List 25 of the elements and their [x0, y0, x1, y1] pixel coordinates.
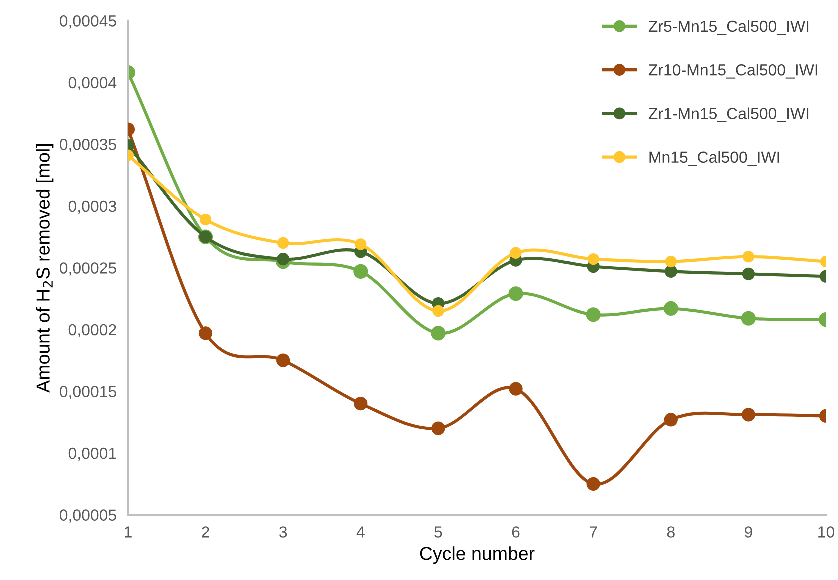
- y-tick-label: 0,00045: [60, 16, 116, 29]
- legend-label: Zr10-Mn15_Cal500_IWI: [648, 64, 818, 79]
- x-tick-label: 9: [745, 526, 752, 538]
- x-tick-label: 4: [356, 526, 365, 538]
- y-tick-label: 0,00035: [60, 139, 116, 152]
- x-tick-label: 6: [512, 526, 520, 538]
- y-tick-label: 0,0004: [68, 77, 117, 90]
- x-tick-label: 8: [667, 526, 675, 538]
- y-tick-label: 0,0003: [68, 200, 116, 214]
- x-tick-label: 3: [280, 526, 288, 538]
- y-tick-label: 0,0001: [68, 448, 116, 462]
- x-tick-label: 2: [202, 526, 210, 538]
- x-tick-label: 1: [124, 526, 132, 538]
- y-axis-title: Amount of H$_{2}$S removed [mol]: [36, 144, 54, 393]
- x-tick-label: 10: [818, 526, 835, 538]
- x-tick-label: 7: [590, 526, 598, 538]
- legend-label: Zr1-Mn15_Cal500_IWI: [648, 108, 809, 122]
- x-tick-label: 5: [434, 526, 442, 538]
- legend-label: Mn15_Cal500_IWI: [650, 151, 780, 166]
- legend-label: Zr5-Mn15_Cal500_IWI: [648, 20, 809, 36]
- y-tick-label: 0,0002: [68, 324, 116, 338]
- x-axis-title: Cycle number: [420, 546, 535, 564]
- y-tick-label: 0,00015: [60, 386, 116, 400]
- y-tick-label: 0,00005: [60, 510, 116, 523]
- y-tick-label: 0,00025: [60, 262, 116, 276]
